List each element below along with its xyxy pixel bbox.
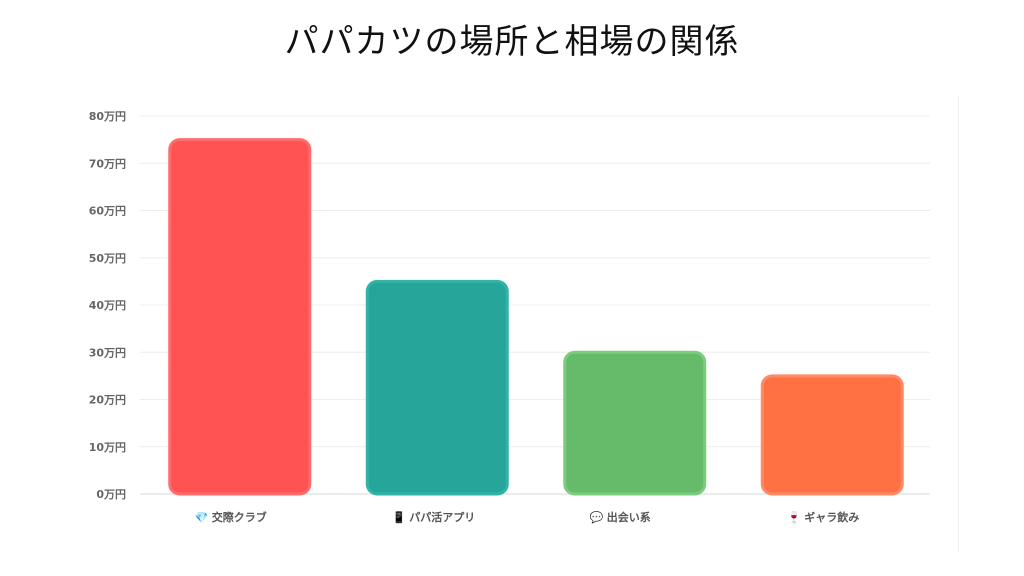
y-tick-label: 40万円 [89,299,126,312]
bar [168,138,312,496]
y-axis-ticks: 0万円 10万円 20万円 30万円 40万円 50万円 60万円 70万円 80万円 [89,110,126,501]
bar [365,279,509,496]
x-category-label: 💎 交際クラブ [195,510,267,524]
page-title: パパカツの場所と相場の関係 [284,22,740,62]
x-axis-labels: 💎 交際クラブ 📱 パパ活アプリ 💬 出会い系 🍷 ギャラ飲み [195,510,859,524]
wine-glass-icon: 🍷 [787,511,801,524]
y-tick-label: 70万円 [89,157,126,170]
bar [760,374,904,496]
y-tick-label: 30万円 [89,346,126,359]
x-category-text: ギャラ飲み [804,510,859,524]
bar [563,350,707,496]
y-tick-label: 50万円 [89,252,126,265]
bars [168,138,904,496]
gem-icon: 💎 [195,511,209,524]
y-tick-label: 80万円 [89,110,126,123]
speech-bubble-icon: 💬 [590,511,604,524]
y-tick-label: 0万円 [96,488,126,501]
panel-divider [958,96,959,552]
x-category-label: 🍷 ギャラ飲み [787,510,859,524]
y-tick-label: 10万円 [89,441,126,454]
x-category-text: パパ活アプリ [409,510,475,524]
x-category-text: 交際クラブ [212,510,267,524]
phone-icon: 📱 [392,511,406,524]
x-category-text: 出会い系 [607,510,651,524]
y-tick-label: 60万円 [89,205,126,218]
x-category-label: 💬 出会い系 [590,510,651,524]
x-category-label: 📱 パパ活アプリ [392,510,475,524]
y-tick-label: 20万円 [89,394,126,407]
